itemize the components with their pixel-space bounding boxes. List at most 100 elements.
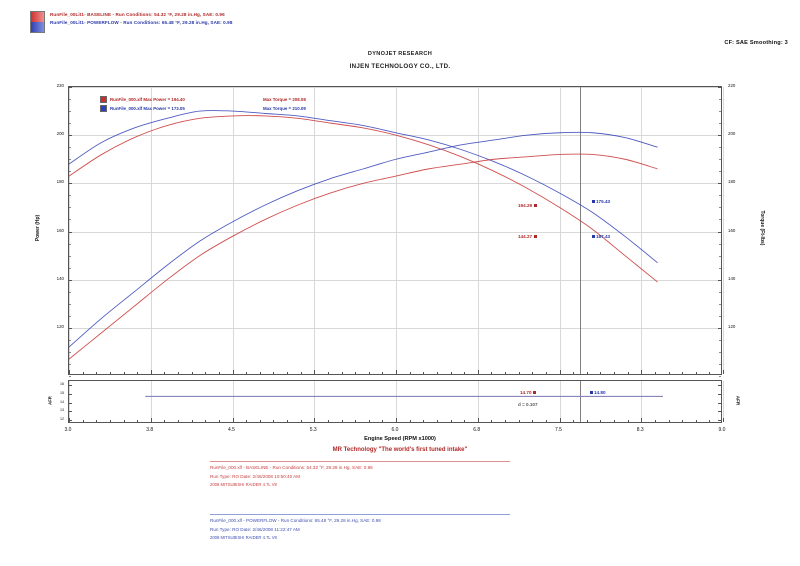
afr-axis-tick <box>273 420 275 422</box>
axis-tick <box>719 315 721 317</box>
axis-tick <box>69 231 72 233</box>
axis-tick <box>718 87 721 88</box>
axis-tick <box>69 243 71 245</box>
axis-tick <box>109 372 111 374</box>
x-axis-title: Engine Speed (RPM x1000) <box>364 436 436 442</box>
grid-line-vertical <box>150 87 152 374</box>
axis-tick <box>69 351 71 353</box>
axis-tick <box>69 315 71 317</box>
afr-axis-tick <box>69 385 72 387</box>
afr-axis-tick <box>668 420 670 422</box>
grid-line-vertical <box>314 87 316 374</box>
afr-annotation-powerflow: 14.80 <box>588 390 606 395</box>
afr-axis-tick <box>709 420 711 422</box>
afr-axis-title: AFR <box>47 396 53 405</box>
axis-tick <box>477 370 479 374</box>
footer-headline: MR Technology "The world's first tuned i… <box>332 447 468 453</box>
afr-axis-tick <box>218 420 220 422</box>
powerflow-max-power: 173.05 <box>171 106 185 111</box>
footer-rule-powerflow <box>210 514 510 515</box>
axis-tick <box>719 376 721 377</box>
axis-tick <box>69 303 71 305</box>
y-axis-left-tick-label: 200 <box>56 131 64 137</box>
afr-axis-tick <box>586 420 588 422</box>
afr-axis-tick <box>450 420 452 422</box>
y-axis-right-title: Torque (Ft-lbs) <box>759 210 765 246</box>
axis-tick <box>719 219 721 221</box>
afr-axis-tick <box>69 419 72 421</box>
footer-block-baseline: RunFile_000.xlf - BASELINE - Run Conditi… <box>210 464 373 490</box>
axis-tick <box>723 370 724 374</box>
afr-axis-tick <box>287 420 288 422</box>
powerflow-swatch <box>100 105 107 112</box>
afr-grid-line-vertical <box>150 381 152 422</box>
y-axis-right-tick-label: 140 <box>728 275 736 281</box>
afr-axis-tick <box>695 420 697 422</box>
axis-tick <box>218 372 220 374</box>
afr-axis-tick <box>259 420 261 422</box>
inchart-legend-row-powerflow: RunFile_000.xlf Max Power = 173.05 Max T… <box>100 105 358 112</box>
axis-tick <box>719 303 721 305</box>
annotation-baseline-torque: 144.27 <box>518 234 538 239</box>
axis-tick <box>341 372 343 374</box>
axis-tick <box>718 183 721 185</box>
axis-tick <box>69 279 72 281</box>
afr-axis-tick <box>178 420 179 422</box>
afr-axis-tick <box>137 420 139 422</box>
afr-axis-tick <box>409 420 411 422</box>
axis-tick <box>409 372 411 374</box>
axis-tick <box>137 372 139 374</box>
afr-axis-tick <box>718 419 721 421</box>
afr-axis-tick <box>518 420 520 422</box>
axis-tick <box>123 372 125 374</box>
afr-axis-tick <box>300 420 302 422</box>
x-axis-tick-label: 7.5 <box>555 427 562 433</box>
grid-line-horizontal <box>69 231 721 233</box>
afr-axis-tick <box>327 420 329 422</box>
afr-grid-line-vertical <box>232 381 234 422</box>
axis-tick <box>718 279 721 281</box>
axis-tick <box>246 372 248 374</box>
y-axis-left-tick-label: 220 <box>56 83 64 88</box>
afr-axis-tick <box>718 393 721 395</box>
afr-axis-tick <box>368 420 370 422</box>
axis-tick <box>69 267 71 269</box>
axis-tick <box>368 372 370 374</box>
axis-tick <box>718 327 721 329</box>
afr-axis-tick <box>614 420 615 422</box>
curve-powerflow-power <box>68 131 658 348</box>
axis-tick <box>719 339 721 341</box>
axis-tick <box>682 372 684 374</box>
y-axis-left-tick-label: 140 <box>56 275 64 281</box>
chart-title-primary: DYNOJET RESEARCH <box>367 51 433 57</box>
axis-tick <box>600 372 602 374</box>
footer-baseline-runfile: RunFile_000.xlf - BASELINE - Run Conditi… <box>210 465 373 470</box>
axis-tick <box>69 327 72 329</box>
axis-tick <box>178 372 179 374</box>
annotation-powerflow-torque: 187.43 <box>590 234 610 239</box>
axis-tick <box>719 123 721 125</box>
axis-tick <box>436 372 438 374</box>
afr-axis-tick <box>314 418 316 422</box>
axis-tick <box>69 99 71 101</box>
afr-axis-tick <box>723 418 724 422</box>
axis-tick <box>719 207 721 209</box>
afr-axis-tick <box>718 411 721 413</box>
x-axis-tick-label: 4.5 <box>228 427 235 433</box>
footer-rule-baseline <box>210 461 510 462</box>
afr-axis-tick <box>69 411 72 413</box>
x-axis-tick-label: 6.0 <box>391 427 399 433</box>
axis-tick <box>719 171 721 173</box>
axis-tick <box>232 370 234 374</box>
axis-tick <box>69 183 72 185</box>
afr-axis-tick <box>69 393 72 395</box>
grid-line-horizontal <box>69 87 721 88</box>
afr-axis-tick <box>641 418 643 422</box>
y-axis-left-title: Power (Hp) <box>35 214 41 242</box>
main-plot-area <box>68 86 724 377</box>
axis-tick <box>69 370 70 374</box>
y-axis-right-tick-label: 200 <box>728 131 736 137</box>
footer-powerflow-vehicle: 2008 MITSUBISHI RAIDER 4.7L V8 <box>210 535 277 540</box>
curve-baseline-power <box>68 153 658 360</box>
axis-tick <box>273 372 275 374</box>
